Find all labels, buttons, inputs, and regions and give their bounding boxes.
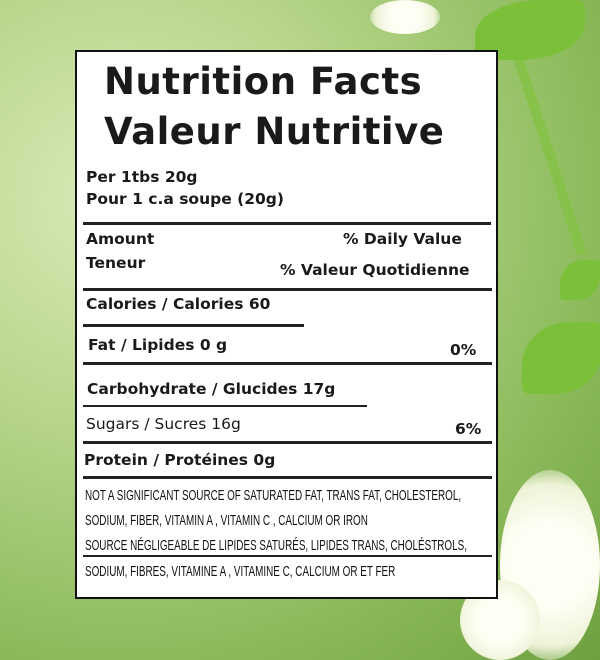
footnote-line: SODIUM, FIBER, VITAMIN A , VITAMIN C , C… xyxy=(85,512,368,529)
calories-row: Calories / Calories 60 xyxy=(86,295,271,313)
amount-label: Amount xyxy=(86,230,155,248)
protein-row: Protein / Protéines 0g xyxy=(84,451,276,469)
footnote-line: NOT A SIGNIFICANT SOURCE OF SATURATED FA… xyxy=(85,487,462,504)
carbohydrate-row: Carbohydrate / Glucides 17g xyxy=(87,380,336,398)
divider xyxy=(83,555,492,557)
title-fr: Valeur Nutritive xyxy=(104,110,445,153)
footnote-line: SOURCE NÉGLIGEABLE DE LIPIDES SATURÉS, L… xyxy=(85,537,467,554)
fat-dv: 0% xyxy=(450,341,477,359)
teneur-label: Teneur xyxy=(86,254,146,272)
divider xyxy=(83,362,492,365)
nutrition-label: Nutrition Facts Valeur Nutritive Per 1tb… xyxy=(75,50,498,599)
fat-row: Fat / Lipides 0 g xyxy=(88,336,228,354)
divider xyxy=(83,324,304,327)
footnote-line: SODIUM, FIBRES, VITAMINE A , VITAMINE C,… xyxy=(85,563,396,580)
divider xyxy=(83,222,491,225)
divider xyxy=(83,405,367,407)
daily-value-label: % Daily Value xyxy=(343,230,462,248)
serving-fr: Pour 1 c.a soupe (20g) xyxy=(86,190,284,208)
carbohydrate-dv: 6% xyxy=(455,420,482,438)
divider xyxy=(83,441,492,444)
flower xyxy=(370,0,440,34)
divider xyxy=(83,288,492,291)
leaf xyxy=(560,260,600,300)
leaf xyxy=(522,322,600,394)
title-en: Nutrition Facts xyxy=(104,60,423,103)
divider xyxy=(83,476,492,479)
valeur-quotidienne-label: % Valeur Quotidienne xyxy=(280,261,470,279)
sugars-row: Sugars / Sucres 16g xyxy=(86,415,241,433)
serving-en: Per 1tbs 20g xyxy=(86,168,198,186)
